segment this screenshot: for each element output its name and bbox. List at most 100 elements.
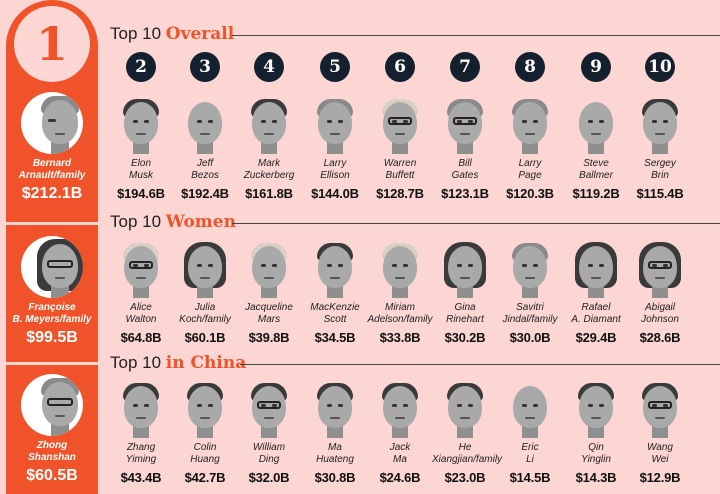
net-worth: $123.1B bbox=[441, 186, 489, 201]
person-card: Elon Musk $194.6B bbox=[108, 96, 174, 201]
person-card: MacKenzie Scott $34.5B bbox=[302, 240, 368, 345]
rank-badge: 8 bbox=[515, 52, 545, 82]
net-worth: $30.8B bbox=[314, 470, 356, 485]
net-worth: $43.4B bbox=[120, 470, 162, 485]
person-card: Sergey Brin $115.4B bbox=[627, 96, 693, 201]
person-card: Julia Koch/family $60.1B bbox=[172, 240, 238, 345]
first-name: Jacqueline bbox=[245, 302, 293, 313]
person-name: Abigail Johnson bbox=[627, 302, 693, 326]
portrait-photo bbox=[182, 96, 228, 154]
person-name: Eric Li bbox=[497, 442, 563, 466]
rank-badge: 9 bbox=[581, 52, 611, 82]
first-name: Steve bbox=[583, 158, 609, 169]
section-divider bbox=[232, 223, 720, 224]
section-title-overall: Top 10 Overall bbox=[110, 24, 235, 44]
person-card: Savitri Jindal/family $30.0B bbox=[497, 240, 563, 345]
person-name: He Xiangjian/family bbox=[432, 442, 503, 466]
last-name: Yiming bbox=[125, 454, 157, 465]
person-card: Colin Huang $42.7B bbox=[172, 380, 238, 485]
first-name: Ma bbox=[328, 442, 342, 453]
portrait-photo bbox=[507, 240, 553, 298]
last-name: Zuckerberg bbox=[243, 170, 295, 181]
person-name: Alice Walton bbox=[108, 302, 174, 326]
person-name: Ma Huateng bbox=[302, 442, 368, 466]
portrait-photo bbox=[118, 240, 164, 298]
leaders-divider bbox=[6, 222, 98, 225]
net-worth: $42.7B bbox=[184, 470, 226, 485]
portrait-photo bbox=[377, 380, 423, 438]
person-card: He Xiangjian/family $23.0B bbox=[432, 380, 503, 485]
portrait-photo bbox=[377, 96, 423, 154]
rank-badge: 2 bbox=[126, 52, 156, 82]
net-worth: $119.2B bbox=[572, 186, 620, 201]
first-name: Abigail bbox=[644, 302, 676, 313]
portrait-photo bbox=[29, 92, 79, 154]
person-card: Bill Gates $123.1B bbox=[432, 96, 498, 201]
avatar bbox=[21, 236, 83, 298]
person-card: Gina Rinehart $30.2B bbox=[432, 240, 498, 345]
person-card: Ma Huateng $30.8B bbox=[302, 380, 368, 485]
person-name: Larry Page bbox=[497, 158, 563, 182]
person-name: MacKenzie Scott bbox=[302, 302, 368, 326]
first-name: Rafael bbox=[581, 302, 611, 313]
person-card: Zhang Yiming $43.4B bbox=[108, 380, 174, 485]
first-name: William bbox=[252, 442, 286, 453]
person-name: Mark Zuckerberg bbox=[236, 158, 302, 182]
leader-name: Françoise B. Meyers/family bbox=[12, 302, 92, 325]
person-card: Larry Ellison $144.0B bbox=[302, 96, 368, 201]
last-name: Huateng bbox=[316, 454, 354, 465]
first-name: Savitri bbox=[516, 302, 544, 313]
net-worth: $39.8B bbox=[248, 330, 290, 345]
section-title-china: Top 10 in China bbox=[110, 353, 247, 373]
person-name: Savitri Jindal/family bbox=[497, 302, 563, 326]
person-name: Zhang Yiming bbox=[108, 442, 174, 466]
last-name: Li bbox=[526, 454, 534, 465]
portrait-photo bbox=[182, 240, 228, 298]
first-name: Sergey bbox=[644, 158, 676, 169]
person-name: Jack Ma bbox=[367, 442, 433, 466]
first-name: Larry bbox=[323, 158, 347, 169]
last-name: Musk bbox=[129, 170, 153, 181]
portrait-photo bbox=[573, 380, 619, 438]
rank-badge: 7 bbox=[450, 52, 480, 82]
first-name: Mark bbox=[257, 158, 281, 169]
leaders-divider bbox=[6, 362, 98, 365]
portrait-photo bbox=[442, 96, 488, 154]
rank-badge: 4 bbox=[254, 52, 284, 82]
avatar bbox=[21, 92, 83, 154]
person-card: Steve Ballmer $119.2B bbox=[563, 96, 629, 201]
person-name: Elon Musk bbox=[108, 158, 174, 182]
person-card: Eric Li $14.5B bbox=[497, 380, 563, 485]
section-divider bbox=[240, 364, 720, 365]
net-worth: $64.8B bbox=[120, 330, 162, 345]
person-name: Colin Huang bbox=[172, 442, 238, 466]
person-name: Sergey Brin bbox=[627, 158, 693, 182]
person-card: Qin Yinglin $14.3B bbox=[563, 380, 629, 485]
first-name: Jack bbox=[389, 442, 411, 453]
last-name: Koch/family bbox=[179, 314, 231, 325]
net-worth: $14.5B bbox=[509, 470, 551, 485]
portrait-photo bbox=[118, 96, 164, 154]
rank-badge: 3 bbox=[190, 52, 220, 82]
net-worth: $30.0B bbox=[509, 330, 551, 345]
portrait-photo bbox=[637, 240, 683, 298]
leader-name: Zhong Shanshan bbox=[28, 440, 76, 463]
section-title-women: Top 10 Women bbox=[110, 212, 236, 232]
portrait-photo bbox=[507, 380, 553, 438]
net-worth: $30.2B bbox=[444, 330, 486, 345]
person-name: William Ding bbox=[236, 442, 302, 466]
last-name: Walton bbox=[125, 314, 157, 325]
first-name: He bbox=[458, 442, 472, 453]
last-name: Rinehart bbox=[446, 314, 484, 325]
net-worth: $161.8B bbox=[245, 186, 293, 201]
net-worth: $29.4B bbox=[575, 330, 617, 345]
rank-badge: 5 bbox=[320, 52, 350, 82]
last-name: Gates bbox=[451, 170, 479, 181]
last-name: Bezos bbox=[191, 170, 219, 181]
portrait-photo bbox=[312, 240, 358, 298]
net-worth: $14.3B bbox=[575, 470, 617, 485]
person-card: William Ding $32.0B bbox=[236, 380, 302, 485]
last-name: Xiangjian/family bbox=[432, 454, 503, 465]
net-worth: $115.4B bbox=[636, 186, 684, 201]
first-name: MacKenzie bbox=[310, 302, 360, 313]
